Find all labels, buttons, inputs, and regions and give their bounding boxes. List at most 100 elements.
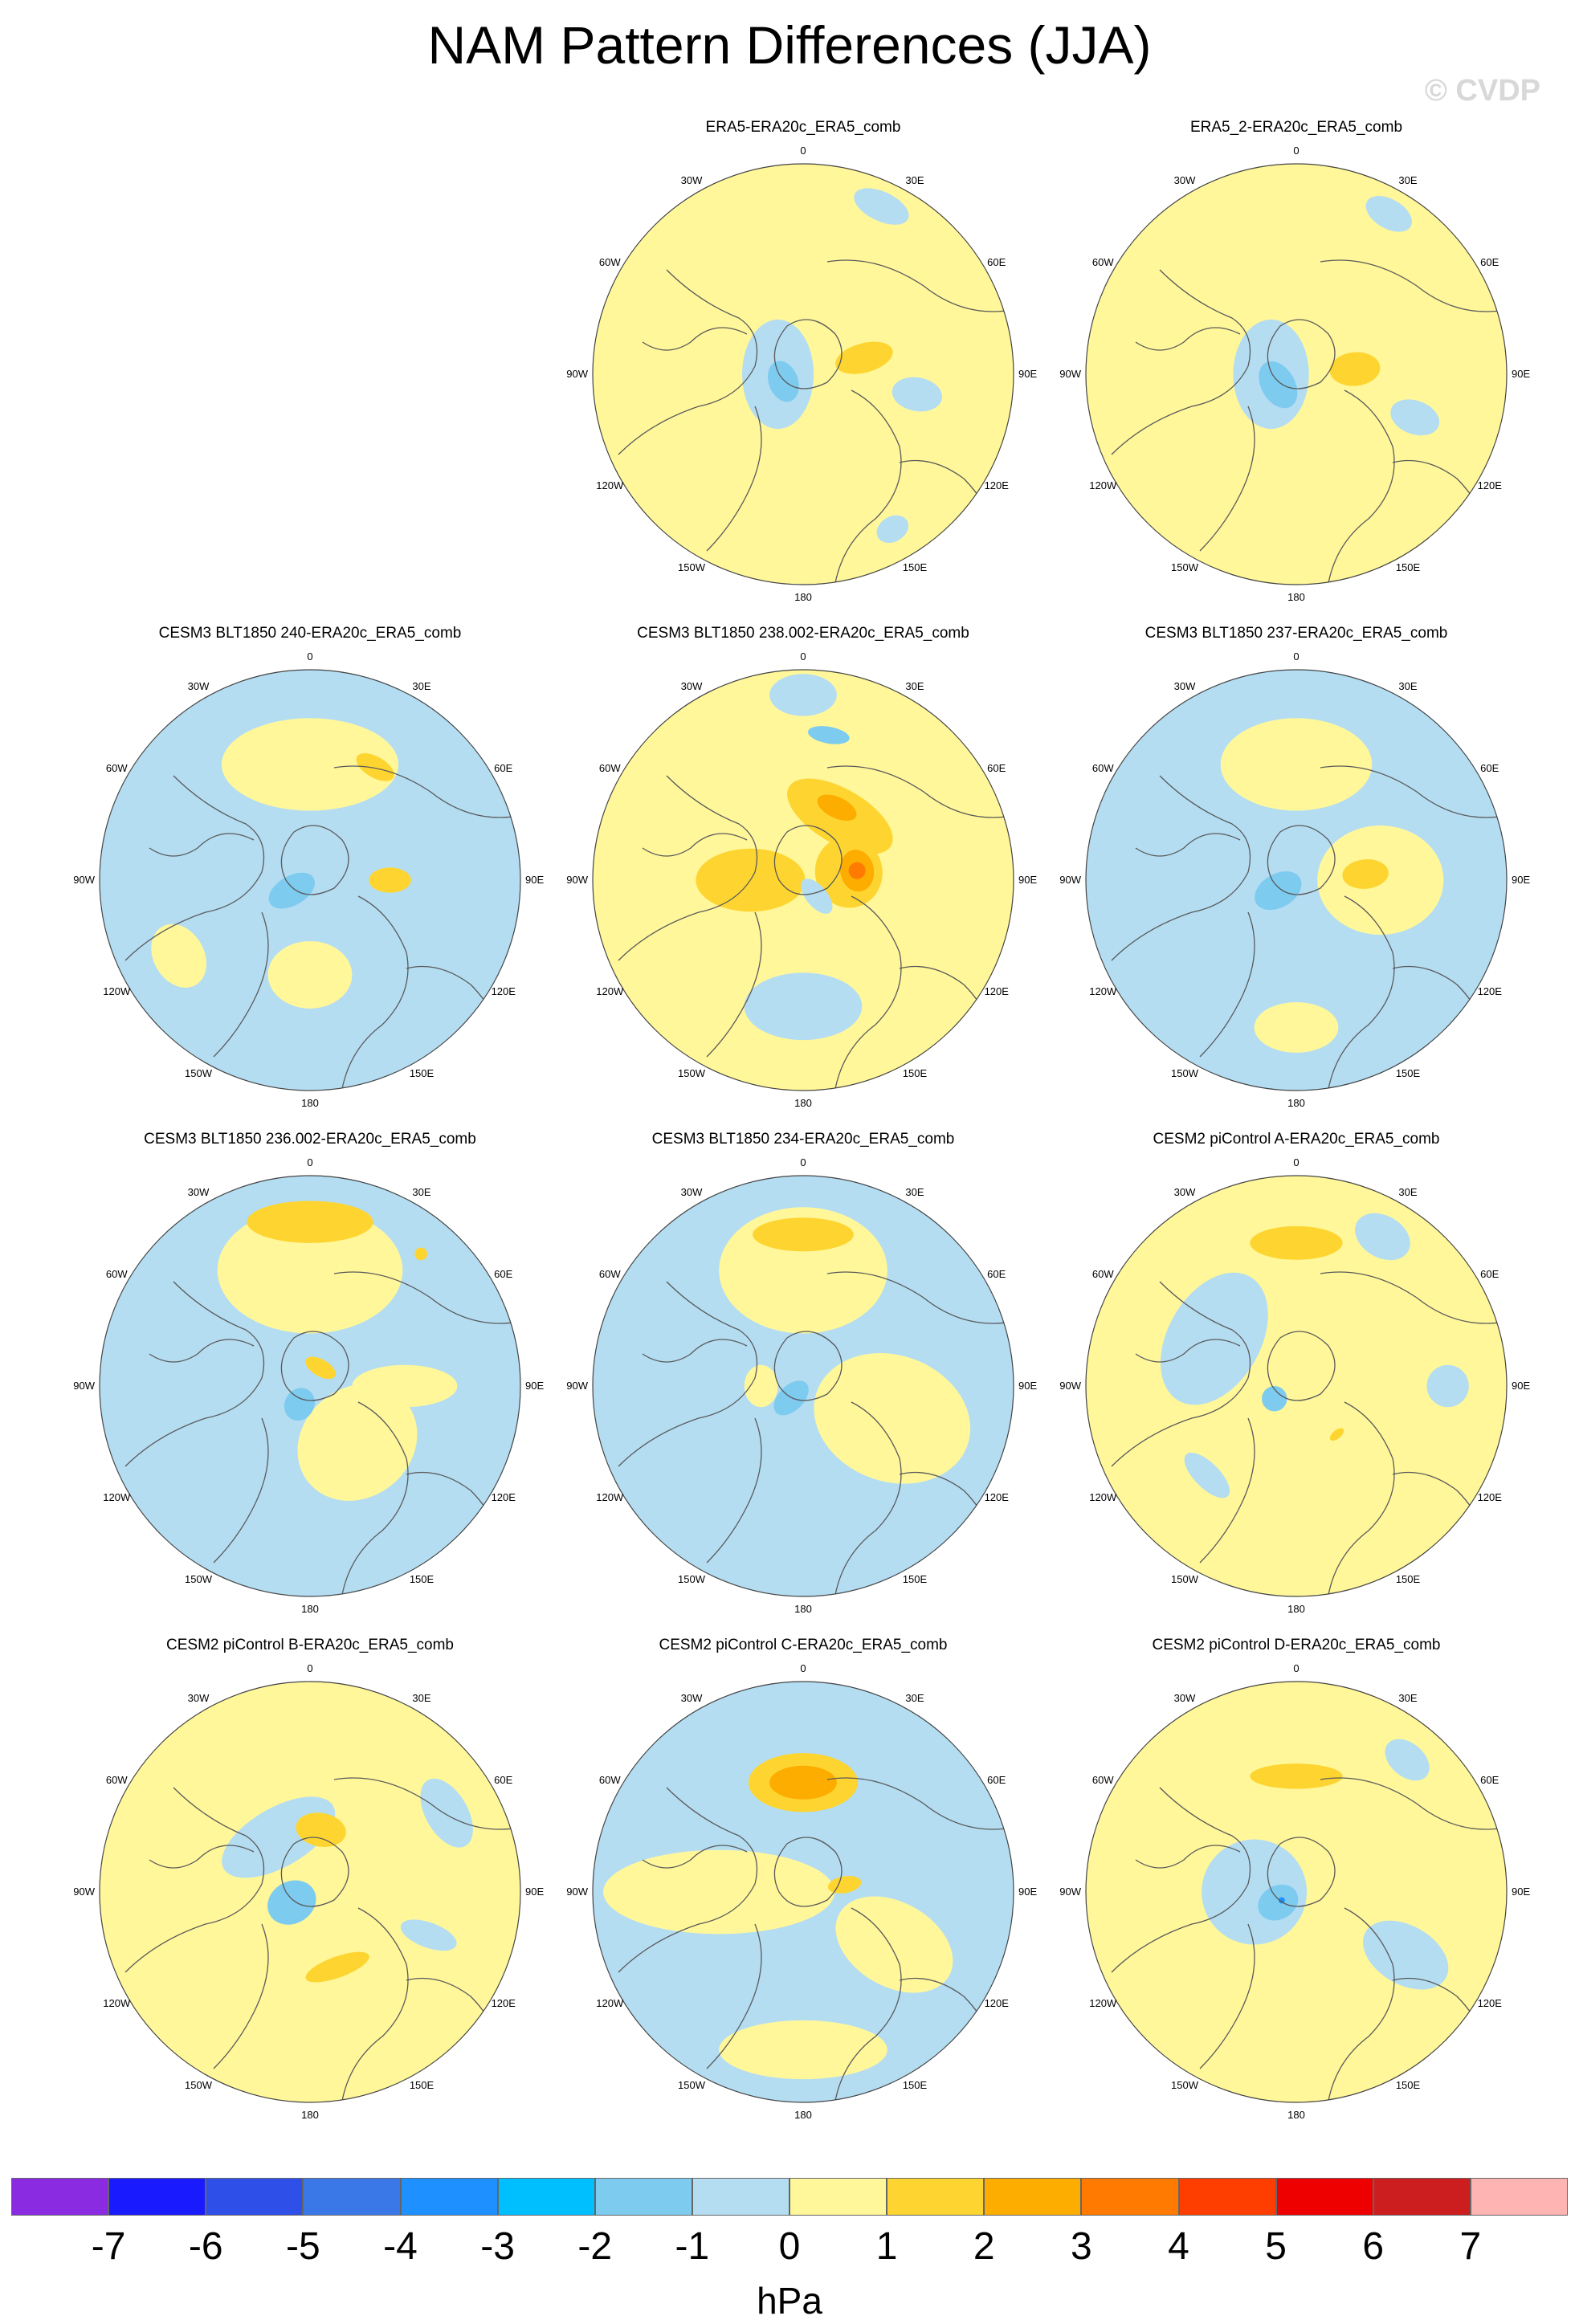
- map-border: [1085, 669, 1508, 1091]
- colorbar-box: [497, 2178, 595, 2216]
- colorbar-tick-label: 0: [778, 2225, 801, 2268]
- longitude-label: 180: [301, 2109, 319, 2121]
- longitude-label: 60W: [1092, 1774, 1114, 1786]
- longitude-label: 120W: [1089, 479, 1117, 491]
- longitude-label: 120E: [1478, 1491, 1503, 1503]
- anomaly-region: [753, 1217, 854, 1252]
- longitude-label: 150W: [678, 1573, 706, 1585]
- anomaly-region: [835, 1896, 953, 1993]
- coastline: [341, 895, 409, 1090]
- longitude-label: 120E: [1478, 479, 1503, 491]
- longitude-label: 30W: [1174, 680, 1196, 692]
- colorbar-box: [1081, 2178, 1179, 2216]
- coastline: [1199, 1923, 1255, 2069]
- anomaly-region: [814, 1352, 971, 1484]
- longitude-label: 90E: [1512, 368, 1530, 380]
- longitude-label: 30E: [412, 680, 430, 692]
- anomaly-region: [1342, 859, 1389, 889]
- longitude-label: 180: [794, 591, 812, 603]
- longitude-label: 30W: [681, 174, 703, 186]
- anomaly-region: [1329, 1428, 1344, 1441]
- coastline: [618, 269, 758, 455]
- longitude-label: 0: [1293, 1662, 1299, 1674]
- anomaly-region: [767, 361, 799, 402]
- coastline: [826, 1271, 1013, 1324]
- longitude-label: 60E: [1480, 256, 1499, 268]
- colorbar-tick-label: -2: [577, 2225, 613, 2268]
- colorbar-box: [984, 2178, 1082, 2216]
- longitude-label: 120E: [985, 1491, 1010, 1503]
- watermark: © CVDP: [1424, 74, 1540, 108]
- coastline: [280, 825, 349, 895]
- coastlines: [618, 765, 1013, 1090]
- coastline: [773, 825, 843, 895]
- longitude-label: 60W: [1092, 1268, 1114, 1280]
- longitude-label: 120E: [985, 1997, 1010, 2009]
- anomaly-region: [854, 188, 909, 225]
- longitude-label: 30W: [188, 1692, 210, 1704]
- coastline: [280, 1331, 349, 1401]
- anomaly-region: [1258, 1884, 1299, 1921]
- map-panel: CESM2 piControl D-ERA20c_ERA5_comb 180 150…: [1055, 1637, 1537, 2134]
- longitude-label: 150W: [185, 1067, 213, 1079]
- longitude-label: 150E: [1396, 561, 1421, 573]
- longitude-label: 150W: [1171, 561, 1199, 573]
- longitude-label: 30W: [1174, 1692, 1196, 1704]
- longitude-label: 0: [1293, 1156, 1299, 1168]
- coastline: [706, 1417, 762, 1564]
- coastline: [280, 1837, 349, 1907]
- panel-title: CESM3 BLT1850 236.002-ERA20c_ERA5_comb: [144, 1131, 476, 1148]
- longitude-label: 90E: [525, 874, 544, 886]
- longitude-label: 30W: [681, 680, 703, 692]
- anomaly-region: [769, 674, 837, 716]
- panel-title: CESM2 piControl C-ERA20c_ERA5_comb: [659, 1637, 948, 1653]
- coastline: [706, 1923, 762, 2069]
- colorbar-box: [108, 2178, 206, 2216]
- longitude-label: 150W: [678, 1067, 706, 1079]
- anomaly-region: [305, 1356, 336, 1380]
- colorbar-box: [1470, 2178, 1568, 2216]
- longitude-label: 150W: [185, 1573, 213, 1585]
- longitude-label: 150E: [1396, 2079, 1421, 2091]
- anomaly-region: [420, 1778, 473, 1848]
- longitude-label: 180: [1287, 1097, 1305, 1109]
- longitude-label: 30E: [1398, 680, 1417, 692]
- longitude-label: 120W: [103, 985, 131, 997]
- longitude-label: 120W: [596, 479, 624, 491]
- polar-map: 180 150E 120E 90E 60E 30E 0 30W 60W 90W 120W 150W: [566, 1156, 1037, 1615]
- coastline: [618, 1787, 758, 1973]
- coastline: [333, 1271, 520, 1324]
- anomaly-region: [1184, 1452, 1230, 1498]
- longitude-label: 60E: [987, 1268, 1006, 1280]
- longitude-label: 90W: [1059, 874, 1081, 886]
- coastline: [1135, 1845, 1241, 1869]
- coastline: [333, 765, 520, 818]
- longitude-label: 0: [800, 145, 806, 157]
- longitude-label: 60E: [494, 762, 512, 774]
- longitude-label: 0: [800, 1662, 806, 1674]
- coastline: [1199, 406, 1255, 552]
- longitude-label: 90W: [1059, 368, 1081, 380]
- coastline: [149, 833, 255, 857]
- longitude-label: 150E: [903, 1573, 928, 1585]
- colorbar-tick-label: -3: [480, 2225, 515, 2268]
- coastline: [834, 1401, 902, 1596]
- longitude-label: 150E: [410, 1067, 435, 1079]
- anomaly-region: [892, 377, 943, 412]
- longitude-label: 30E: [905, 174, 924, 186]
- longitude-label: 60E: [494, 1774, 512, 1786]
- coastline: [1111, 775, 1251, 961]
- coastline: [124, 1787, 265, 1973]
- page-title: NAM Pattern Differences (JJA): [427, 15, 1152, 75]
- colorbar-box: [303, 2178, 401, 2216]
- map-panel: CESM3 BLT1850 237-ERA20c_ERA5_comb 180 150…: [1055, 625, 1537, 1123]
- longitude-label: 30E: [1398, 174, 1417, 186]
- longitude-label: 0: [1293, 650, 1299, 663]
- coastline: [1111, 1281, 1251, 1467]
- colorbar-box: [206, 2178, 304, 2216]
- longitude-label: 120W: [596, 1491, 624, 1503]
- coastline: [341, 1907, 409, 2102]
- colorbar-tick-label: -5: [286, 2225, 320, 2268]
- longitude-label: 150W: [1171, 1573, 1199, 1585]
- longitude-label: 120W: [1089, 985, 1117, 997]
